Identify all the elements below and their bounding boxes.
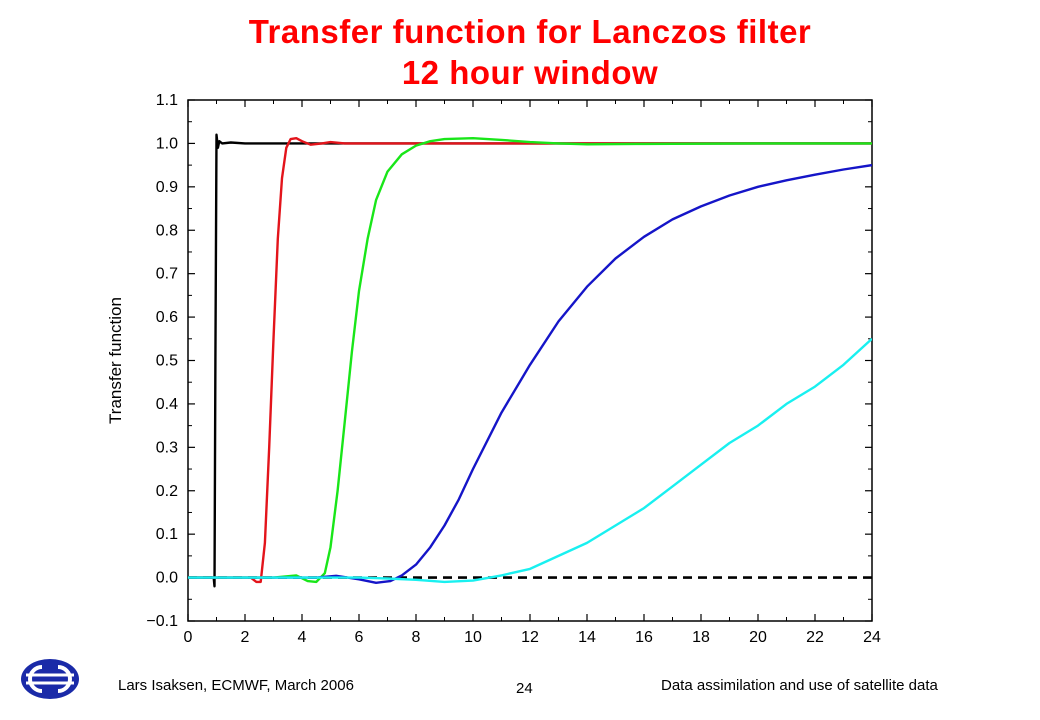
x-tick-label: 0 [184, 629, 193, 646]
series-line-1 [188, 137, 872, 584]
x-tick-label: 10 [464, 629, 482, 646]
y-tick-label: 0.7 [156, 266, 178, 283]
y-tick-label: 0.3 [156, 439, 178, 456]
x-tick-label: 8 [412, 629, 421, 646]
x-tick-label: 6 [355, 629, 364, 646]
x-tick-label: 12 [521, 629, 539, 646]
ecmwf-logo-icon [21, 659, 79, 699]
y-tick-label: −0.1 [146, 613, 178, 630]
slide-title-line-1: Transfer function for Lanczos filter [248, 13, 812, 50]
footer-course-title: Data assimilation and use of satellite d… [661, 677, 938, 694]
x-tick-label: 14 [578, 629, 596, 646]
y-tick-label: 0.8 [156, 222, 178, 239]
y-tick-label: 0.5 [156, 353, 178, 370]
y-tick-label: 0.1 [156, 526, 178, 543]
x-tick-label: 18 [692, 629, 710, 646]
y-tick-label: 0.4 [156, 396, 178, 413]
y-tick-label: 0.9 [156, 179, 178, 196]
x-tick-label: 24 [863, 629, 881, 646]
series-line-3 [188, 163, 872, 584]
footer-author: Lars Isaksen, ECMWF, March 2006 [118, 677, 354, 694]
series-line-0 [188, 133, 872, 588]
page-number: 24 [516, 680, 533, 697]
y-axis-label: Transfer function [106, 297, 125, 424]
series-line-2 [188, 137, 872, 584]
plot-frame [187, 99, 873, 622]
y-tick-label: 0.6 [156, 309, 178, 326]
transfer-function-chart: 0 2 4 6 8 10 12 14 16 18 20 22 24−0.10.00.10.20.30.4… [106, 92, 881, 646]
x-tick-label: 22 [806, 629, 824, 646]
x-tick-label: 2 [241, 629, 250, 646]
series-line-4 [188, 337, 872, 584]
y-tick-label: 0.2 [156, 483, 178, 500]
x-tick-label: 20 [749, 629, 767, 646]
y-tick-label: 0.0 [156, 570, 178, 587]
x-tick-label: 4 [298, 629, 307, 646]
x-tick-label: 16 [635, 629, 653, 646]
slide-title-line-2: 12 hour window [401, 54, 659, 91]
y-tick-label: 1.1 [156, 92, 178, 109]
y-tick-label: 1.0 [156, 135, 178, 152]
